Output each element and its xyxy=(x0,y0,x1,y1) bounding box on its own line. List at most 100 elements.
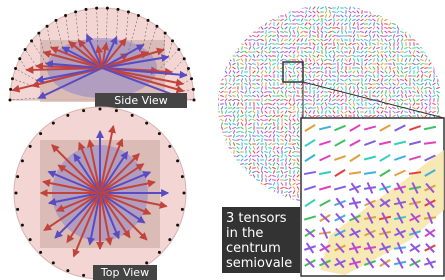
glyph xyxy=(257,51,260,53)
glyph xyxy=(234,58,235,62)
glyph xyxy=(420,11,423,13)
glyph xyxy=(304,63,307,65)
glyph xyxy=(221,122,222,125)
glyph xyxy=(285,119,288,121)
point xyxy=(52,261,55,264)
side-view: Side View xyxy=(9,7,196,108)
glyph xyxy=(381,11,384,13)
glyph xyxy=(310,34,311,38)
glyph xyxy=(273,66,275,69)
glyph xyxy=(320,95,323,97)
glyph xyxy=(421,107,423,110)
glyph xyxy=(424,87,427,89)
glyph xyxy=(401,55,404,57)
glyph xyxy=(349,79,351,82)
glyph xyxy=(273,170,274,173)
glyph xyxy=(405,58,407,61)
glyph xyxy=(308,63,311,64)
glyph xyxy=(257,95,259,98)
glyph xyxy=(236,75,239,77)
glyph xyxy=(365,71,368,73)
glyph xyxy=(349,58,350,61)
glyph xyxy=(237,71,240,73)
glyph xyxy=(341,23,343,26)
point xyxy=(52,122,55,125)
glyph xyxy=(269,27,272,29)
glyph xyxy=(289,34,291,37)
glyph xyxy=(430,98,431,102)
glyph xyxy=(264,123,267,124)
glyph xyxy=(288,67,291,68)
glyph xyxy=(280,95,283,97)
glyph xyxy=(377,31,380,33)
glyph xyxy=(321,26,323,29)
glyph xyxy=(392,115,395,117)
glyph xyxy=(297,71,299,74)
glyph xyxy=(241,155,244,157)
glyph xyxy=(298,90,299,94)
glyph xyxy=(289,167,292,169)
glyph xyxy=(420,20,424,21)
glyph xyxy=(280,159,283,160)
point xyxy=(177,48,180,51)
glyph xyxy=(344,63,347,64)
glyph xyxy=(253,11,255,14)
glyph xyxy=(413,50,414,53)
glyph xyxy=(382,22,383,26)
glyph xyxy=(253,71,256,73)
glyph xyxy=(409,98,411,101)
glyph xyxy=(304,36,308,37)
glyph xyxy=(420,63,423,65)
glyph xyxy=(417,90,419,93)
glyph xyxy=(249,87,251,90)
glyph xyxy=(349,75,352,77)
glyph xyxy=(353,50,354,53)
glyph xyxy=(277,27,280,30)
glyph xyxy=(238,174,239,178)
glyph xyxy=(389,55,391,58)
glyph xyxy=(272,79,275,80)
glyph xyxy=(249,46,251,49)
glyph xyxy=(405,30,407,33)
glyph xyxy=(262,14,263,17)
glyph xyxy=(324,64,328,65)
glyph xyxy=(321,103,324,105)
glyph xyxy=(292,155,295,156)
glyph xyxy=(229,43,231,46)
glyph xyxy=(284,191,287,192)
glyph xyxy=(253,79,256,81)
glyph xyxy=(252,87,255,89)
glyph xyxy=(230,138,231,141)
glyph xyxy=(278,62,279,65)
glyph xyxy=(257,55,259,58)
glyph xyxy=(237,19,239,22)
glyph xyxy=(272,40,275,41)
glyph xyxy=(264,95,267,96)
glyph xyxy=(229,15,232,17)
glyph xyxy=(284,23,287,24)
glyph xyxy=(313,94,315,97)
glyph xyxy=(226,46,227,49)
glyph xyxy=(220,16,224,17)
glyph xyxy=(308,79,311,81)
glyph xyxy=(296,23,299,24)
glyph xyxy=(244,55,247,57)
glyph xyxy=(357,114,358,117)
glyph xyxy=(217,10,219,13)
glyph xyxy=(225,59,228,61)
glyph xyxy=(348,63,351,64)
glyph xyxy=(265,126,267,129)
glyph xyxy=(269,126,271,129)
glyph xyxy=(345,7,348,9)
point xyxy=(131,114,134,117)
glyph xyxy=(289,131,292,133)
glyph xyxy=(398,102,399,106)
glyph xyxy=(258,130,259,134)
glyph xyxy=(217,63,219,66)
glyph xyxy=(413,19,415,22)
glyph xyxy=(225,22,226,25)
glyph xyxy=(265,18,267,21)
glyph xyxy=(232,124,236,125)
glyph xyxy=(397,114,399,117)
glyph xyxy=(277,34,278,37)
